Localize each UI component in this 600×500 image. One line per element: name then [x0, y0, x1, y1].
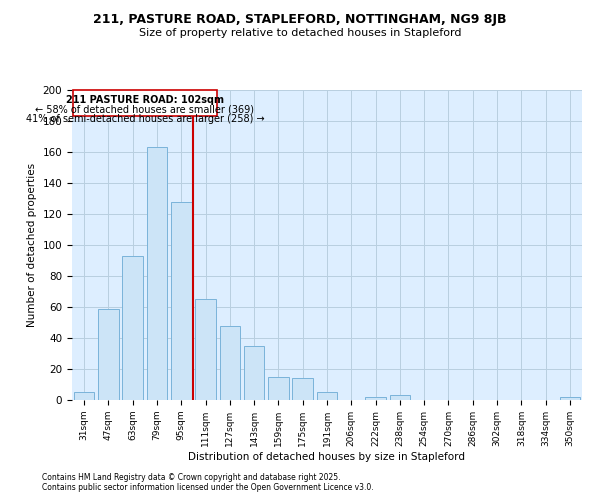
- Bar: [268, 377, 289, 400]
- Bar: [244, 346, 265, 400]
- Bar: [74, 392, 94, 400]
- Text: Contains public sector information licensed under the Open Government Licence v3: Contains public sector information licen…: [42, 484, 374, 492]
- Text: Size of property relative to detached houses in Stapleford: Size of property relative to detached ho…: [139, 28, 461, 38]
- Bar: [220, 326, 240, 400]
- Bar: [365, 397, 386, 400]
- Text: 41% of semi-detached houses are larger (258) →: 41% of semi-detached houses are larger (…: [26, 114, 264, 124]
- Bar: [292, 378, 313, 400]
- Text: 211, PASTURE ROAD, STAPLEFORD, NOTTINGHAM, NG9 8JB: 211, PASTURE ROAD, STAPLEFORD, NOTTINGHA…: [93, 12, 507, 26]
- Bar: [195, 299, 216, 400]
- X-axis label: Distribution of detached houses by size in Stapleford: Distribution of detached houses by size …: [188, 452, 466, 462]
- Bar: [171, 202, 191, 400]
- Bar: [146, 148, 167, 400]
- Bar: [122, 256, 143, 400]
- Text: ← 58% of detached houses are smaller (369): ← 58% of detached houses are smaller (36…: [35, 104, 254, 115]
- Text: 211 PASTURE ROAD: 102sqm: 211 PASTURE ROAD: 102sqm: [66, 96, 224, 106]
- Text: Contains HM Land Registry data © Crown copyright and database right 2025.: Contains HM Land Registry data © Crown c…: [42, 474, 341, 482]
- Bar: [98, 308, 119, 400]
- Y-axis label: Number of detached properties: Number of detached properties: [27, 163, 37, 327]
- FancyBboxPatch shape: [73, 90, 217, 117]
- Bar: [317, 392, 337, 400]
- Bar: [560, 397, 580, 400]
- Bar: [389, 396, 410, 400]
